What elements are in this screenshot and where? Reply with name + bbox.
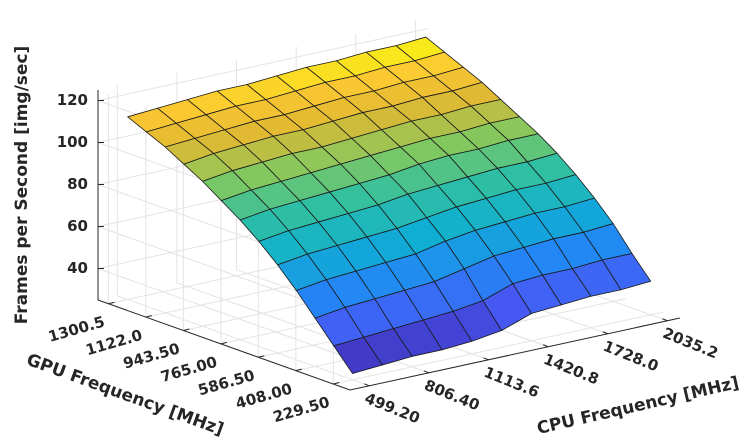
axis-line (349, 317, 681, 391)
tick-mark (662, 318, 668, 322)
grid-line (333, 311, 664, 385)
tick-mark (333, 382, 340, 385)
z-tick-label: 100 (57, 133, 88, 151)
x-tick-label: 2035.2 (660, 324, 720, 362)
tick-mark (423, 370, 430, 374)
tick-mark (364, 383, 370, 387)
tick-mark (145, 315, 153, 318)
z-tick-label: 40 (67, 259, 88, 277)
x-axis-title: CPU Frequency [MHz] (535, 373, 741, 439)
surface-cell (333, 336, 383, 374)
tick-mark (483, 357, 489, 361)
tick-mark (183, 328, 190, 331)
grid-line (97, 28, 429, 101)
x-tick-label: 806.40 (422, 376, 482, 414)
z-tick-label: 80 (67, 175, 88, 193)
z-tick-label: 60 (67, 217, 88, 235)
grid-line (117, 295, 370, 387)
tick-mark (220, 341, 227, 345)
grid-line (97, 268, 351, 359)
z-axis-title: Frames per Second [img/sec] (12, 46, 32, 325)
axis-line (97, 299, 351, 391)
x-tick-label: 1113.6 (481, 363, 541, 401)
tick-mark (542, 344, 549, 348)
z-tick-label: 120 (57, 91, 88, 109)
tick-mark (602, 331, 608, 335)
x-tick-label: 499.20 (362, 389, 422, 427)
tick-mark (258, 355, 265, 358)
x-tick-label: 1420.8 (541, 350, 601, 388)
tick-mark (108, 301, 115, 305)
tick-mark (295, 368, 302, 372)
x-tick-label: 1728.0 (601, 337, 661, 375)
